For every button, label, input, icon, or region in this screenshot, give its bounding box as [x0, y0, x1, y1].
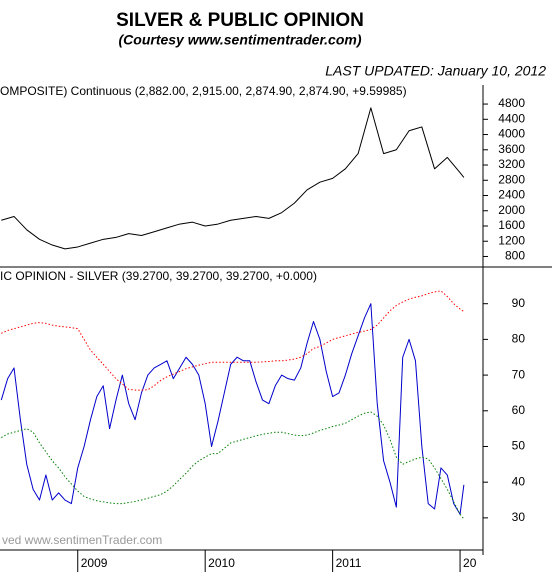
y-tick-label: 3600 [498, 142, 525, 156]
y-tick-label: 2400 [498, 188, 525, 202]
x-tick-label: 2011 [336, 556, 362, 570]
x-axis-labels: 2009 2010 2011 20 [81, 556, 477, 570]
watermark: ved www.sentimenTrader.com [2, 533, 162, 547]
y-tick-label: 800 [505, 249, 525, 263]
last-updated: LAST UPDATED: January 10, 2012 [325, 63, 546, 79]
y-tick-label: 30 [512, 510, 526, 524]
chart-subtitle: (Courtesy www.sentimentrader.com) [119, 32, 362, 48]
y-tick-label: 2000 [498, 203, 525, 217]
series-line [1, 107, 465, 250]
y-tick-label: 80 [512, 332, 526, 346]
plot-area [0, 290, 465, 520]
y-tick-label: 60 [512, 403, 526, 417]
y-tick-label: 3200 [498, 157, 525, 171]
x-tick-label: 20 [463, 556, 477, 570]
x-tick-label: 2009 [81, 556, 108, 570]
y-tick-label: 70 [512, 367, 526, 381]
panel-label: OMPOSITE) Continuous (2,882.00, 2,915.00… [0, 84, 407, 98]
plot-area [1, 107, 465, 250]
panel-label: IC OPINION - SILVER (39.2700, 39.2700, 3… [0, 269, 317, 283]
y-tick-label: 90 [512, 296, 526, 310]
series-line [1, 411, 465, 520]
y-tick-label: 1200 [498, 233, 525, 247]
chart-title: SILVER & PUBLIC OPINION [116, 10, 364, 31]
x-tick-label: 2010 [208, 556, 235, 570]
y-tick-label: 4800 [498, 96, 525, 110]
series-line [0, 303, 465, 515]
y-tick-label: 4400 [498, 111, 525, 125]
y-tick-label: 40 [512, 474, 526, 488]
series-line [1, 290, 465, 391]
y-tick-label: 2800 [498, 172, 525, 186]
y-tick-label: 1600 [498, 218, 525, 232]
y-tick-label: 50 [512, 439, 526, 453]
y-tick-label: 4000 [498, 127, 525, 141]
